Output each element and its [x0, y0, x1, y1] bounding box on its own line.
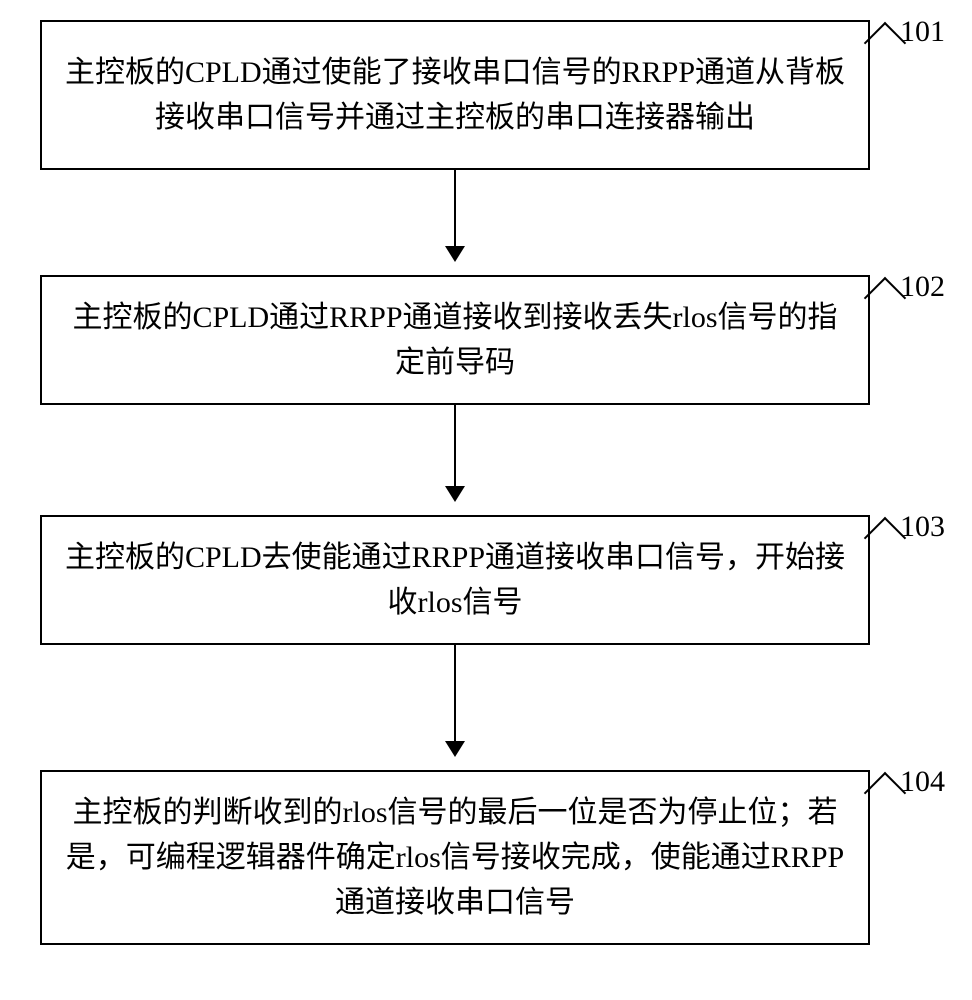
flowchart-step-2: 主控板的CPLD通过RRPP通道接收到接收丢失rlos信号的指定前导码 — [40, 275, 870, 405]
flowchart-arrow-1 — [454, 170, 456, 260]
flowchart-step-1: 主控板的CPLD通过使能了接收串口信号的RRPP通道从背板接收串口信号并通过主控… — [40, 20, 870, 170]
step-label-4: 104 — [900, 765, 945, 799]
step-label-2: 102 — [900, 270, 945, 304]
flowchart-arrow-3 — [454, 645, 456, 755]
flowchart-step-2-text: 主控板的CPLD通过RRPP通道接收到接收丢失rlos信号的指定前导码 — [62, 295, 848, 385]
flowchart-step-4-text: 主控板的判断收到的rlos信号的最后一位是否为停止位；若是，可编程逻辑器件确定r… — [62, 790, 848, 925]
flowchart-arrow-2 — [454, 405, 456, 500]
flowchart-step-3: 主控板的CPLD去使能通过RRPP通道接收串口信号，开始接收rlos信号 — [40, 515, 870, 645]
flowchart-step-3-text: 主控板的CPLD去使能通过RRPP通道接收串口信号，开始接收rlos信号 — [62, 535, 848, 625]
flowchart-step-4: 主控板的判断收到的rlos信号的最后一位是否为停止位；若是，可编程逻辑器件确定r… — [40, 770, 870, 945]
step-label-1: 101 — [900, 15, 945, 49]
flowchart-step-1-text: 主控板的CPLD通过使能了接收串口信号的RRPP通道从背板接收串口信号并通过主控… — [62, 50, 848, 140]
step-label-3: 103 — [900, 510, 945, 544]
